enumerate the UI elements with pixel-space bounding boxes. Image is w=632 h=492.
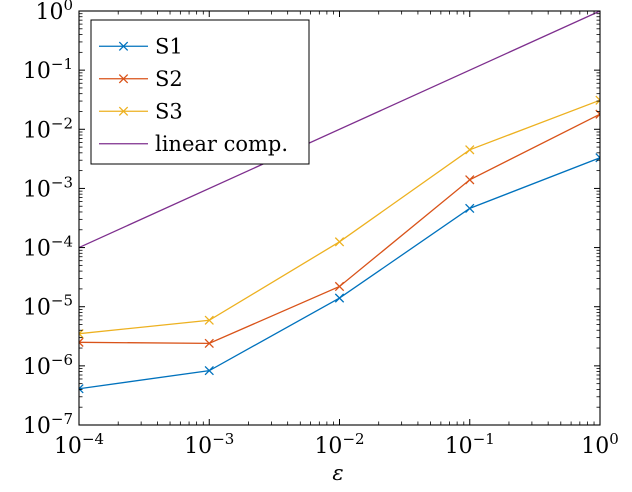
legend-label-2: S2	[155, 67, 183, 91]
x-tick-label: 10−1	[445, 430, 495, 459]
legend-marker-1	[118, 41, 129, 51]
series-2-point	[334, 281, 345, 292]
x-tick-label: 10−4	[54, 430, 104, 459]
y-tick-label: 10−5	[23, 292, 73, 321]
x-tick-label: 10−3	[184, 430, 234, 459]
series-1-point	[465, 203, 475, 214]
y-tick-label: 10−2	[23, 114, 73, 143]
series-2-point	[79, 337, 84, 347]
legend: S1 S2 S3 linear comp.	[90, 19, 310, 165]
series-1-point	[204, 365, 214, 376]
series-3-point	[465, 145, 475, 155]
series-group	[79, 11, 600, 394]
legend-box	[90, 19, 310, 165]
y-tick-label: 10−3	[23, 173, 73, 202]
y-tick-label: 100	[35, 0, 73, 25]
series-2-point	[204, 338, 214, 349]
y-tick-label: 10−1	[23, 55, 73, 84]
series-3-point	[595, 95, 600, 105]
legend-marker-3	[118, 106, 129, 116]
legend-label-3: S3	[155, 99, 183, 123]
series-3-point	[204, 315, 214, 325]
axis-ticks: 10−4 10−3 10−2 10−1 100 10−7 10−6 10−5 10−4 10−3 1…	[23, 0, 619, 459]
legend-marker-2	[118, 74, 129, 84]
y-tick-label: 10−7	[23, 410, 73, 439]
x-axis-label: ε	[332, 461, 343, 485]
series-3-point	[79, 329, 84, 339]
series-2-point	[465, 175, 475, 185]
y-tick-label: 10−4	[23, 233, 73, 262]
y-tick-label: 10−6	[23, 351, 73, 380]
legend-label-1: S1	[155, 34, 183, 58]
series-1-point	[79, 384, 84, 394]
series-line-4	[79, 11, 600, 249]
x-tick-label: 100	[581, 430, 619, 459]
series-1-point	[334, 293, 345, 303]
x-tick-label: 10−2	[314, 430, 364, 459]
legend-label-4: linear comp.	[155, 132, 288, 156]
series-3-point	[334, 237, 345, 247]
series-line-1	[79, 157, 600, 390]
